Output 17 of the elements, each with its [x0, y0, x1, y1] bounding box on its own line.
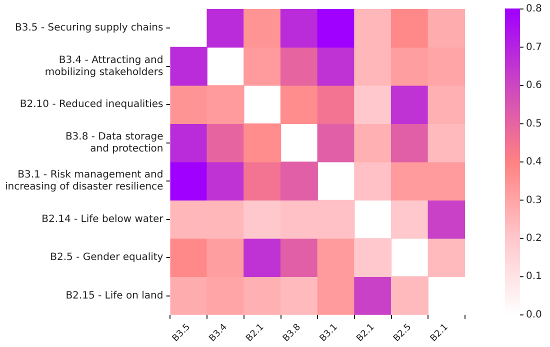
color-bar-label: 0.7 [526, 42, 542, 53]
y-tick-label: B3.1 - Risk management and increasing of disaster resilience [4, 170, 164, 193]
y-tick-label: B2.5 - Gender equality [50, 252, 164, 264]
y-tick-label: B2.15 - Life on land [66, 290, 164, 302]
y-tick-label: B3.8 - Data storage and protection [65, 131, 164, 154]
y-tick-label: B3.4 - Attracting and mobilizing stakeholders [44, 54, 164, 78]
color-bar-label: 0.2 [526, 233, 542, 244]
color-bar-label: 0.3 [526, 194, 542, 206]
color-bar-label: 0.6 [526, 80, 542, 92]
color-bar-label: 0.5 [526, 118, 542, 130]
y-tick-label: B2.10 - Reduced inequalities [20, 99, 164, 110]
color-bar-label: 0.8 [526, 4, 542, 15]
color-bar-label: 0.0 [526, 309, 542, 320]
y-tick-label: B2.14 - Life below water [42, 214, 164, 225]
color-bar-label: 0.4 [526, 156, 542, 168]
color-bar-label: 0.1 [526, 271, 542, 282]
y-tick-label: B3.5 - Securing supply chains [14, 22, 164, 34]
